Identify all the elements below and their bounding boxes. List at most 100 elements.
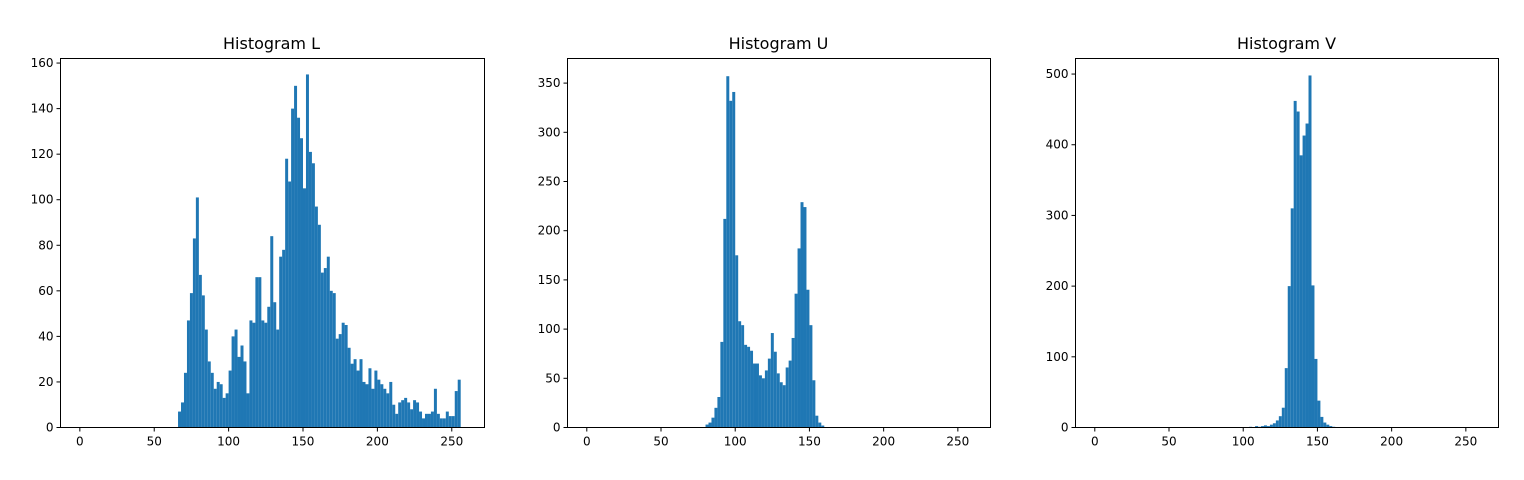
histogram-u-bar-3 — [714, 407, 718, 428]
histogram-u-bar-14 — [747, 346, 751, 428]
histogram-u-bar-23 — [773, 351, 777, 428]
histogram-l-bar-74 — [398, 402, 402, 428]
histogram-l-axes-frame — [60, 58, 485, 428]
histogram-l-bar-84 — [427, 413, 431, 428]
histogram-l-bar-88 — [439, 418, 443, 428]
histogram-l-y-tick-label-7: 140 — [31, 102, 54, 116]
histogram-l-bar-31 — [270, 236, 274, 428]
histogram-l-bar-44 — [308, 151, 312, 428]
histogram-v-y-tick-label-4: 400 — [1046, 138, 1069, 152]
histogram-l-bar-57 — [347, 347, 351, 428]
histogram-l-bar-47 — [317, 224, 321, 428]
histogram-v-y-tick-label-0: 0 — [1061, 421, 1069, 435]
histogram-v-x-tick-label-2: 100 — [1232, 435, 1255, 449]
histogram-l-bar-94 — [457, 379, 461, 428]
histogram-u-bar-35 — [809, 325, 813, 428]
histogram-v-bar-13 — [1290, 208, 1294, 428]
histogram-l-bar-54 — [338, 334, 342, 428]
histogram-l-bar-5 — [192, 238, 196, 428]
histogram-u-bar-29 — [791, 337, 795, 428]
histogram-l-x-tick-label-3: 150 — [292, 435, 315, 449]
histogram-l-bar-86 — [433, 388, 437, 428]
histogram-l-bar-56 — [344, 325, 348, 428]
histogram-l-bar-12 — [213, 388, 217, 428]
histogram-l-bar-18 — [231, 336, 235, 428]
histogram-l-bar-79 — [413, 400, 417, 428]
histogram-l-x-tick-label-2: 100 — [217, 435, 240, 449]
histogram-v-bar-16 — [1299, 155, 1303, 428]
histogram-v-x-tick-label-5: 250 — [1454, 435, 1477, 449]
histogram-l-bar-4 — [189, 293, 193, 428]
histogram-u-bar-17 — [755, 363, 759, 428]
histogram-l-bar-53 — [335, 338, 339, 428]
histogram-l-bar-37 — [288, 181, 292, 428]
histogram-u-x-tick-label-5: 250 — [946, 435, 969, 449]
histogram-v-x-tick-label-4: 200 — [1380, 435, 1403, 449]
histogram-l-bar-55 — [341, 322, 345, 428]
histogram-v-bar-22 — [1317, 400, 1321, 428]
histogram-u-bar-30 — [794, 293, 798, 428]
histogram-l-bar-77 — [407, 402, 411, 428]
histogram-l-bar-46 — [314, 206, 318, 428]
histogram-u-bar-37 — [815, 415, 819, 428]
histogram-l-bar-24 — [249, 320, 253, 428]
histogram-u-x-tick-label-0: 0 — [583, 435, 591, 449]
histogram-l-y-tick-label-5: 100 — [31, 193, 54, 207]
histogram-l-bar-68 — [380, 384, 384, 428]
histogram-l-bar-66 — [374, 370, 378, 428]
histogram-l-x-tick-label-1: 50 — [147, 435, 162, 449]
histogram-u-ticks: 0 50 100 150 200 250 0 50 100 150 200 250 300 350 — [538, 76, 970, 448]
histogram-l-bar-19 — [234, 329, 238, 428]
histogram-u-bar-4 — [717, 397, 721, 428]
histogram-l-bar-82 — [422, 418, 425, 428]
histogram-u-bar-16 — [753, 363, 756, 428]
histogram-l-bar-52 — [332, 293, 336, 428]
histogram-u-bar-12 — [741, 325, 745, 428]
histogram-l-bar-89 — [442, 418, 446, 428]
histogram-v-bar-4 — [1263, 425, 1267, 428]
histogram-l-x-tick-label-0: 0 — [76, 435, 84, 449]
histogram-v-bar-24 — [1323, 422, 1327, 428]
histogram-l-bar-93 — [454, 391, 458, 428]
histogram-l-bar-36 — [285, 158, 289, 428]
histogram-l-bar-87 — [436, 413, 440, 428]
histogram-l-bar-1 — [181, 402, 184, 428]
histogram-v-bar-19 — [1308, 75, 1312, 428]
histogram-u-bar-15 — [750, 350, 754, 428]
histogram-v-bar-14 — [1293, 100, 1297, 428]
histogram-u-bar-22 — [770, 333, 774, 428]
histogram-u-y-tick-label-0: 0 — [553, 421, 561, 435]
histogram-u-bar-0 — [705, 424, 709, 428]
histogram-v-bar-12 — [1287, 286, 1291, 428]
histogram-l-bar-51 — [329, 290, 333, 428]
histogram-u-bar-11 — [738, 321, 742, 428]
histogram-l-bar-72 — [392, 404, 396, 428]
histogram-u-y-tick-label-1: 50 — [545, 371, 560, 385]
histogram-u-bar-32 — [800, 202, 804, 428]
histogram-l-bar-80 — [416, 402, 420, 428]
histogram-u-bar-27 — [785, 367, 789, 428]
histogram-v-bar-6 — [1269, 424, 1273, 428]
histogram-l-bar-6 — [195, 197, 199, 428]
histogram-v-bar-3 — [1261, 426, 1264, 428]
histogram-l-bar-35 — [282, 249, 286, 428]
histogram-l-bar-2 — [183, 372, 187, 428]
histogram-l-bar-58 — [350, 363, 354, 428]
histogram-u-bar-24 — [776, 373, 780, 428]
histogram-u-bar-2 — [711, 417, 715, 428]
histogram-v-bars — [1249, 75, 1336, 428]
histogram-l-bar-3 — [186, 320, 190, 428]
histogram-l-bar-75 — [401, 400, 405, 428]
histogram-l-bar-13 — [216, 381, 220, 428]
histogram-l-bar-85 — [430, 411, 434, 428]
histogram-u-bar-39 — [821, 425, 825, 428]
histogram-u-title: Histogram U — [729, 34, 829, 53]
histogram-l-y-tick-label-6: 120 — [31, 147, 54, 161]
histogram-l-bar-9 — [204, 329, 208, 428]
histogram-l-bar-90 — [445, 411, 449, 428]
histogram-v-bar-5 — [1266, 426, 1270, 428]
histogram-v-bar-17 — [1302, 135, 1306, 428]
histogram-u-x-tick-label-3: 150 — [798, 435, 821, 449]
histogram-v-bar-9 — [1278, 416, 1282, 428]
histogram-l-bar-32 — [273, 302, 277, 428]
